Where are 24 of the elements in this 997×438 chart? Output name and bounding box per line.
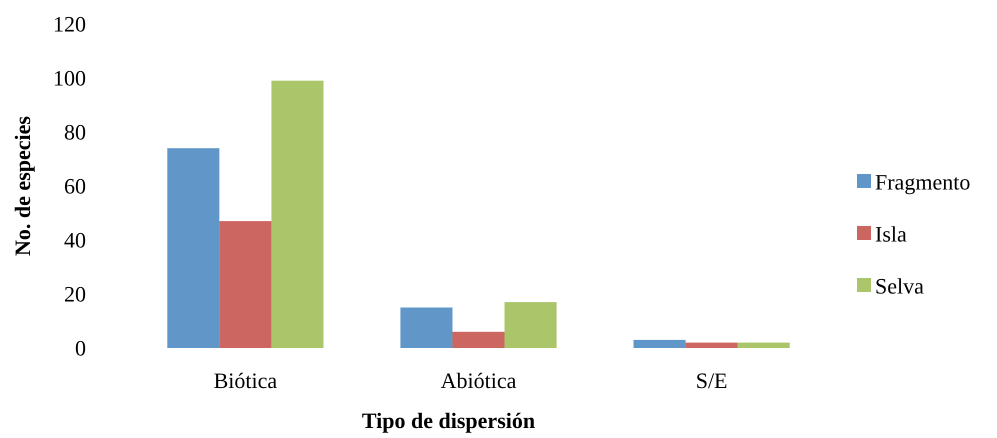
bar	[400, 308, 452, 348]
x-axis-title: Tipo de dispersión	[362, 408, 536, 433]
bar	[452, 332, 505, 348]
y-tick-label: 60	[64, 174, 86, 199]
y-tick-label: 20	[64, 282, 86, 307]
legend-label: Selva	[875, 274, 924, 299]
bar	[219, 221, 272, 348]
bar	[167, 148, 220, 348]
bar	[738, 342, 790, 348]
y-tick-label: 100	[53, 66, 86, 91]
bar	[271, 80, 324, 348]
y-tick-label: 80	[64, 120, 86, 145]
legend-label: Fragmento	[875, 170, 970, 195]
x-tick-label: S/E	[696, 368, 728, 393]
bar	[634, 340, 686, 348]
y-axis-title: No. de especies	[10, 116, 35, 256]
x-tick-label: Abiótica	[440, 368, 517, 393]
legend-label: Isla	[875, 222, 907, 247]
x-tick-label: Biótica	[214, 368, 278, 393]
y-tick-label: 40	[64, 228, 86, 253]
bar	[686, 342, 738, 348]
y-tick-label: 120	[53, 12, 86, 37]
y-tick-label: 0	[75, 336, 86, 361]
bar	[504, 302, 557, 348]
